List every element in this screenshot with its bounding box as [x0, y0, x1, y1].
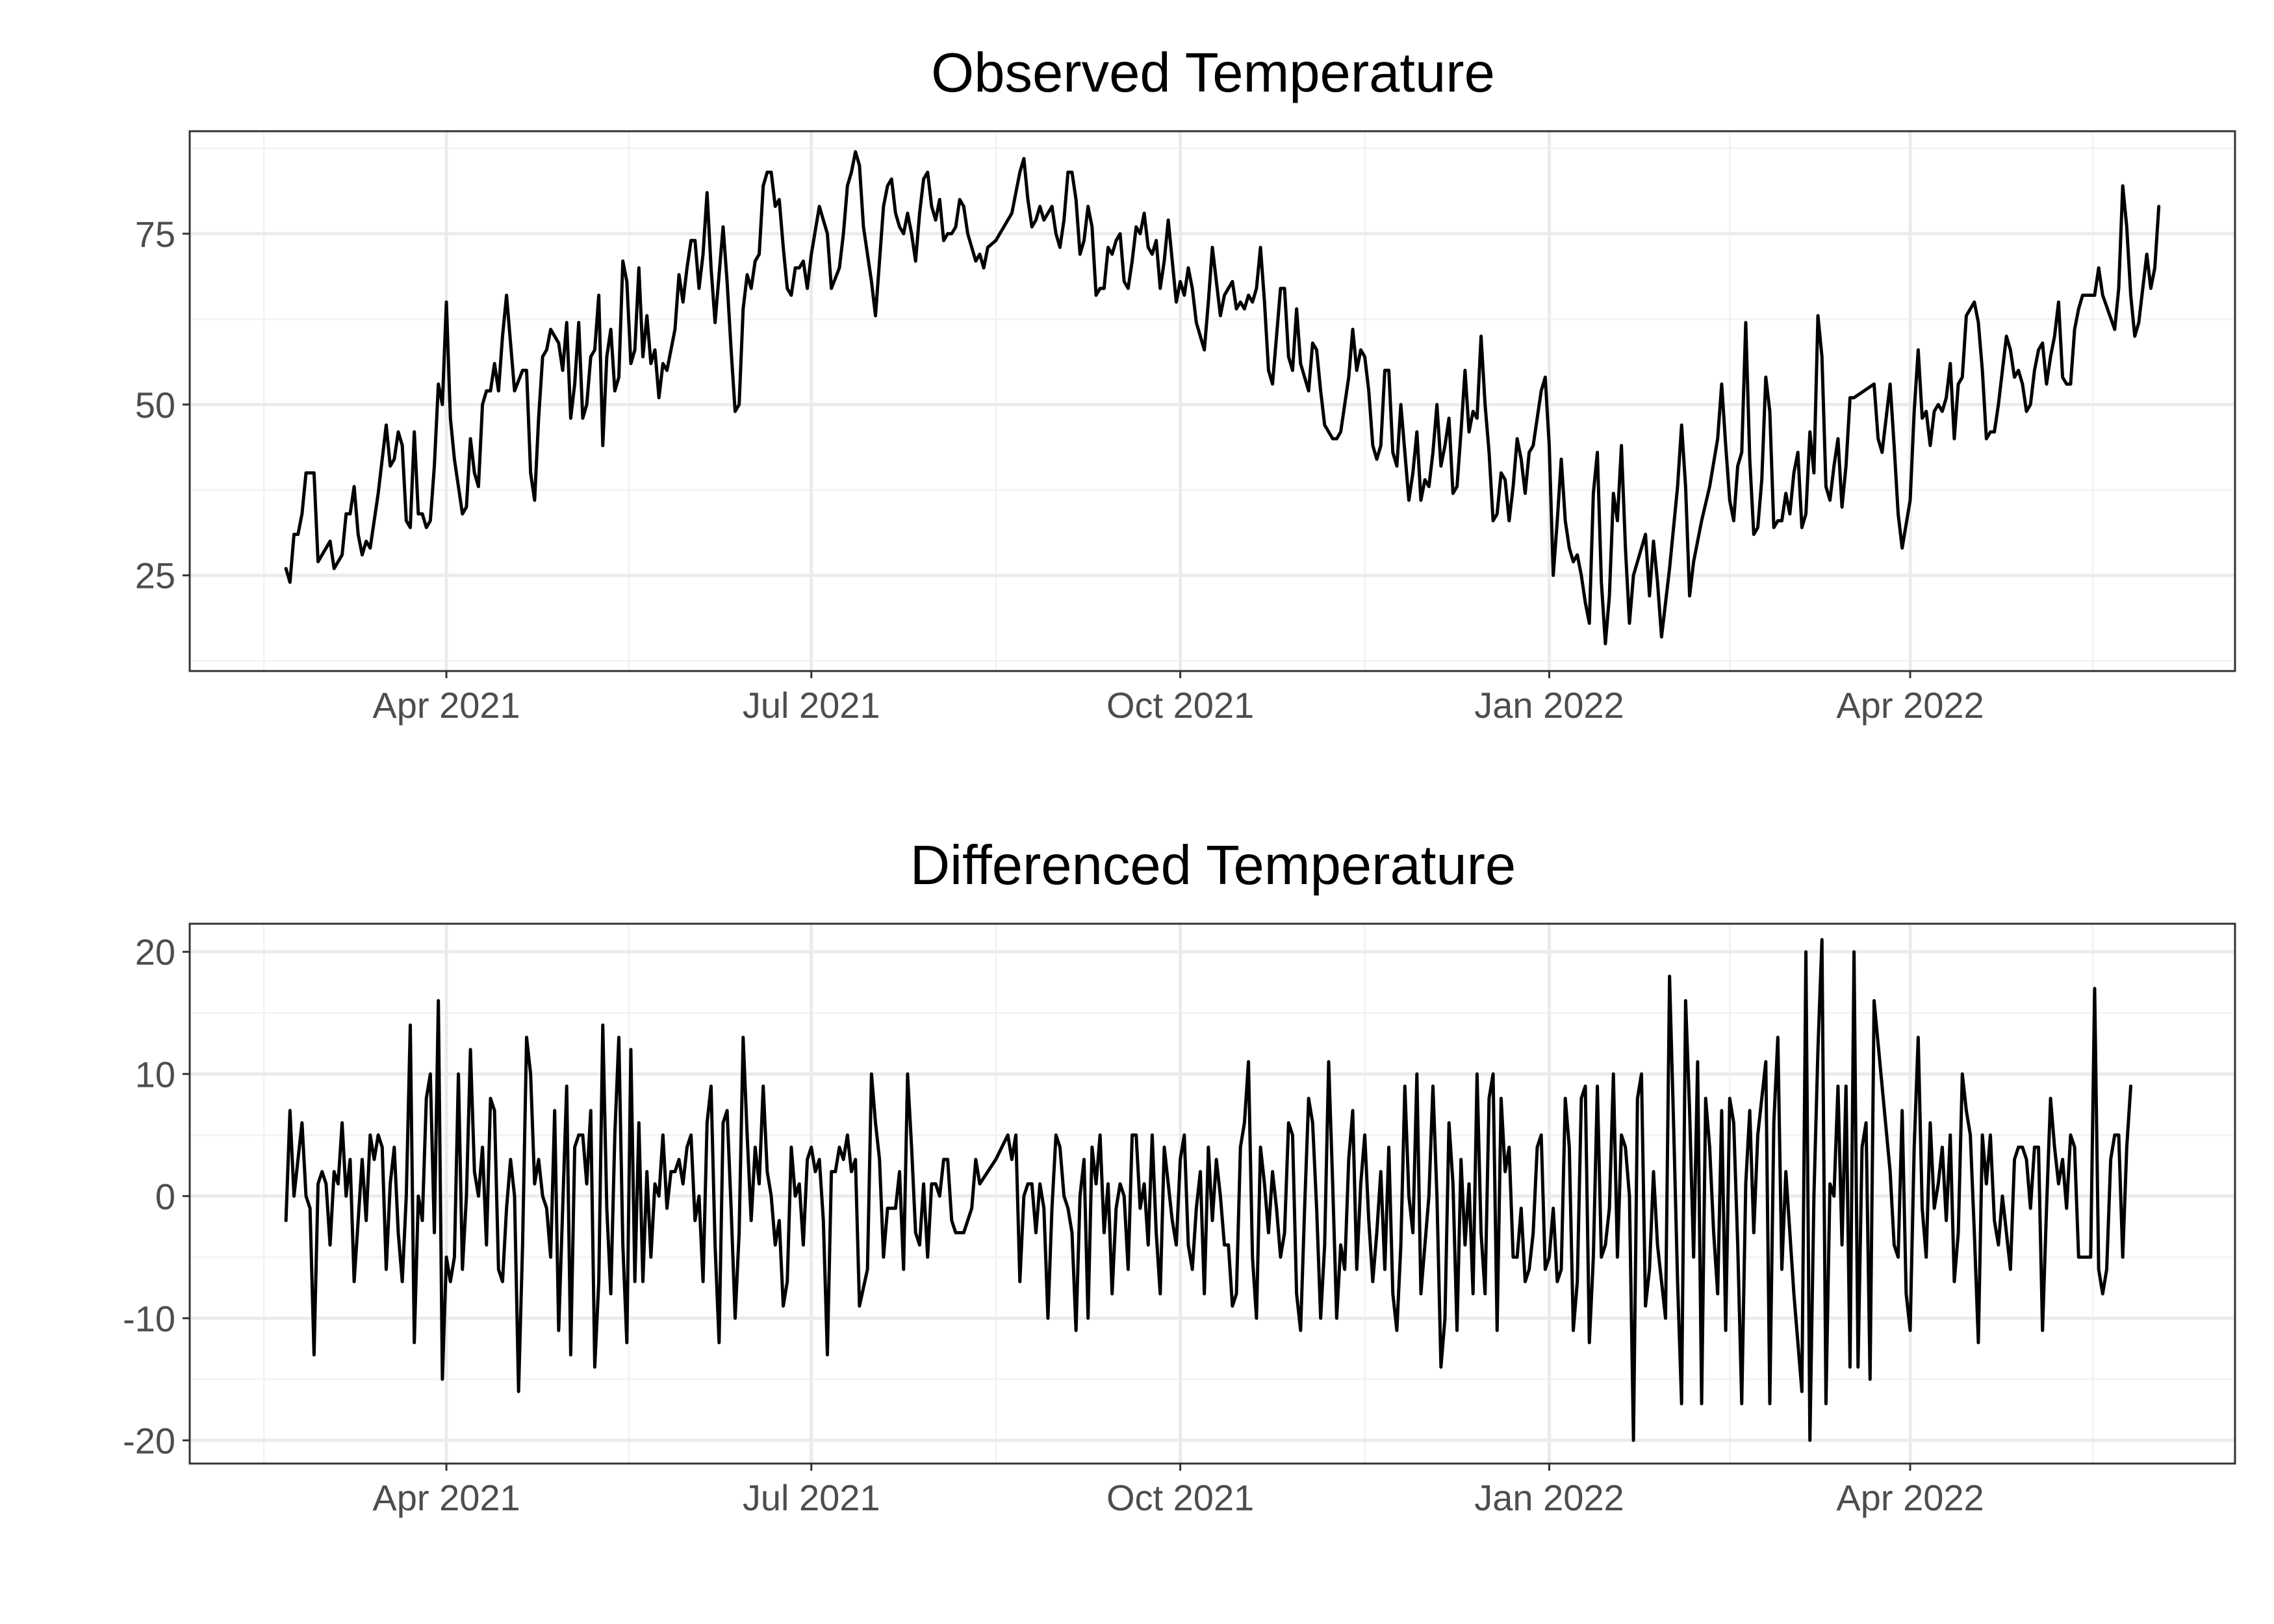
differenced-y-axis: -20 -10 0 10 20 — [123, 932, 190, 1461]
observed-major-gridlines — [190, 131, 2235, 671]
y-tick-label: 25 — [135, 555, 175, 596]
y-tick-label: 50 — [135, 385, 175, 425]
x-tick-label: Apr 2022 — [1836, 1477, 1984, 1518]
observed-temperature-line — [284, 150, 2161, 646]
observed-y-axis: 25 50 75 — [135, 214, 190, 596]
observed-minor-gridlines — [190, 131, 2235, 671]
differenced-chart-title: Differenced Temperature — [910, 835, 1516, 896]
y-tick-label: 20 — [135, 932, 175, 972]
x-tick-label: Jul 2021 — [743, 685, 880, 726]
differenced-minor-gridlines — [190, 924, 2235, 1464]
x-tick-label: Oct 2021 — [1106, 685, 1254, 726]
x-tick-label: Apr 2022 — [1836, 685, 1984, 726]
observed-x-axis: Apr 2021 Jul 2021 Oct 2021 Jan 2022 Apr 2022 — [372, 671, 1984, 726]
observed-chart-title: Observed Temperature — [931, 42, 1495, 104]
x-tick-label: Jul 2021 — [743, 1477, 880, 1518]
differenced-temperature-line — [284, 937, 2133, 1442]
differenced-x-axis: Apr 2021 Jul 2021 Oct 2021 Jan 2022 Apr 2022 — [372, 1464, 1984, 1518]
y-tick-label: -20 — [123, 1420, 175, 1461]
observed-panel-border — [188, 130, 2236, 672]
observed-plot-area — [190, 131, 2235, 671]
x-tick-label: Jan 2022 — [1474, 685, 1624, 726]
x-tick-label: Apr 2021 — [372, 685, 520, 726]
differenced-panel-border — [188, 922, 2236, 1465]
x-tick-label: Jan 2022 — [1474, 1477, 1624, 1518]
x-tick-label: Apr 2021 — [372, 1477, 520, 1518]
y-tick-label: 75 — [135, 214, 175, 255]
differenced-major-gridlines — [190, 924, 2235, 1464]
x-tick-label: Oct 2021 — [1106, 1477, 1254, 1518]
y-tick-label: 10 — [135, 1054, 175, 1095]
observed-temperature-panel: Observed Temperature 25 50 75 Apr 2021 Jul … — [135, 42, 2236, 726]
differenced-temperature-panel: Differenced Temperature -20 -10 0 10 20 Apr … — [123, 835, 2236, 1518]
y-tick-label: -10 — [123, 1298, 175, 1339]
y-tick-label: 0 — [155, 1176, 175, 1217]
